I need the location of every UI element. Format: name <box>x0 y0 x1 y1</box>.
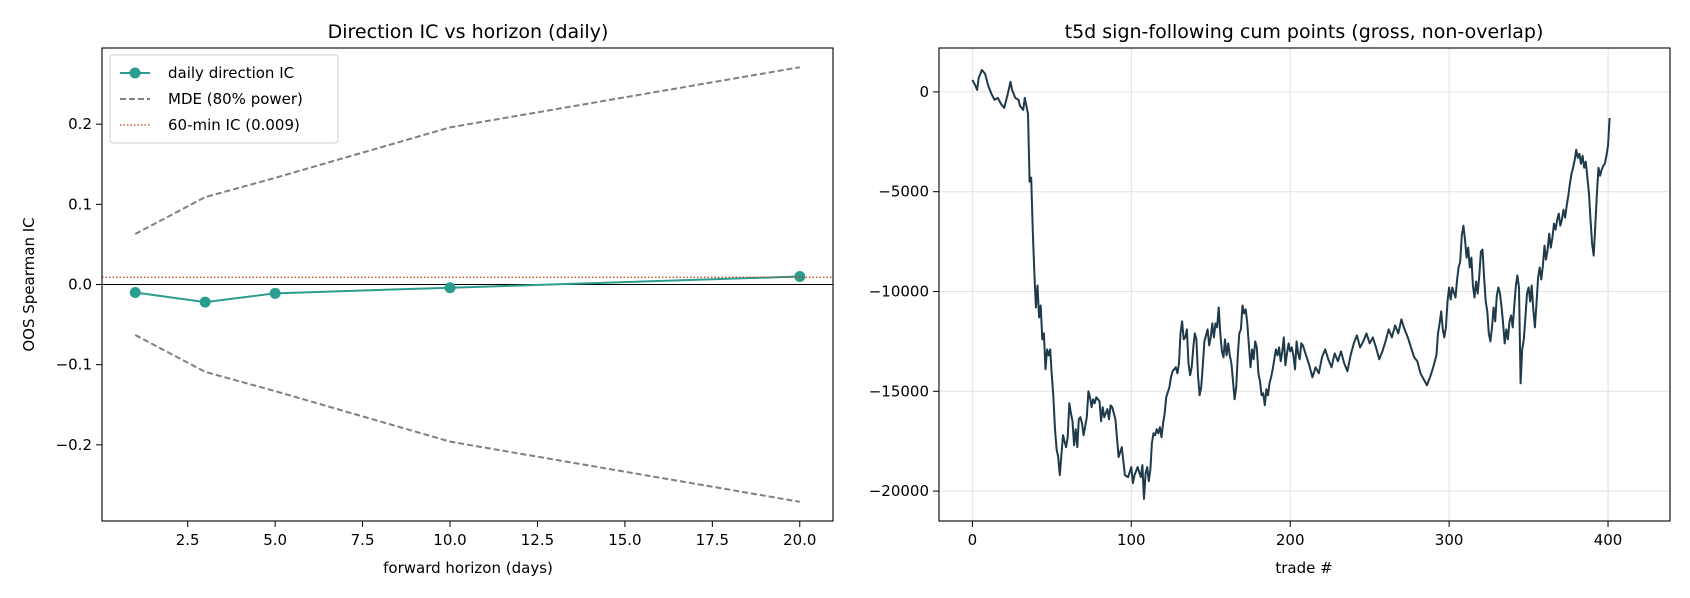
y-tick-label: −0.2 <box>56 436 92 454</box>
direction-ic-point <box>199 296 211 308</box>
x-tick-label: 17.5 <box>696 531 729 549</box>
left-chart-x-ticks: 2.5 5.0 7.5 10.0 12.5 15.0 17.5 20.0 <box>176 521 816 549</box>
right-chart: t5d sign-following cum points (gross, no… <box>869 21 1671 577</box>
right-chart-plot-area <box>971 69 1611 500</box>
x-tick-label: 200 <box>1276 531 1305 549</box>
y-tick-label: 0.1 <box>68 195 92 213</box>
x-tick-label: 300 <box>1435 531 1464 549</box>
legend-box <box>109 54 339 144</box>
x-tick-label: 20.0 <box>783 531 816 549</box>
legend-marker-ic <box>129 67 141 79</box>
left-chart-plot-area <box>102 66 833 503</box>
x-tick-label: 10.0 <box>433 531 466 549</box>
left-chart-y-ticks: −0.2 −0.1 0.0 0.1 0.2 <box>56 115 102 454</box>
direction-ic-point <box>269 287 281 299</box>
y-tick-label: −0.1 <box>56 356 92 374</box>
direction-ic-point <box>794 270 806 282</box>
x-tick-label: 15.0 <box>608 531 641 549</box>
right-chart-grid <box>939 48 1670 521</box>
left-chart: Direction IC vs horizon (daily) 2.5 5.0 7.… <box>20 21 834 577</box>
y-tick-label: −20000 <box>869 482 929 500</box>
y-tick-label: −15000 <box>869 382 929 400</box>
legend-label-60min: 60-min IC (0.009) <box>168 116 300 134</box>
x-tick-label: 12.5 <box>521 531 554 549</box>
legend-label-ic: daily direction IC <box>168 64 294 82</box>
x-tick-label: 100 <box>1117 531 1146 549</box>
x-tick-label: 400 <box>1594 531 1623 549</box>
series-mde-upper-line <box>134 66 800 235</box>
direction-ic-point <box>444 282 456 294</box>
right-chart-y-ticks: −20000 −15000 −10000 −5000 0 <box>869 83 939 500</box>
right-chart-x-ticks: 0 100 200 300 400 <box>968 521 1623 549</box>
y-tick-label: −10000 <box>869 282 929 300</box>
x-tick-label: 5.0 <box>263 531 287 549</box>
y-tick-label: 0.0 <box>68 276 92 294</box>
series-mde-lower-line <box>134 334 800 503</box>
x-tick-label: 0 <box>968 531 978 549</box>
y-tick-label: 0 <box>919 83 929 101</box>
y-tick-label: −5000 <box>878 183 929 201</box>
legend-label-mde: MDE (80% power) <box>168 90 303 108</box>
left-chart-legend: daily direction IC MDE (80% power) 60-mi… <box>109 54 339 144</box>
left-chart-title: Direction IC vs horizon (daily) <box>328 21 609 43</box>
x-tick-label: 7.5 <box>351 531 375 549</box>
x-tick-label: 2.5 <box>176 531 200 549</box>
right-chart-title: t5d sign-following cum points (gross, no… <box>1065 21 1544 43</box>
direction-ic-point <box>129 287 141 299</box>
left-chart-x-label: forward horizon (days) <box>383 559 553 577</box>
right-chart-x-label: trade # <box>1275 559 1332 577</box>
right-chart-frame <box>938 47 1671 522</box>
series-cum-points-line <box>971 69 1611 500</box>
left-chart-y-label: OOS Spearman IC <box>20 217 38 351</box>
y-tick-label: 0.2 <box>68 115 92 133</box>
